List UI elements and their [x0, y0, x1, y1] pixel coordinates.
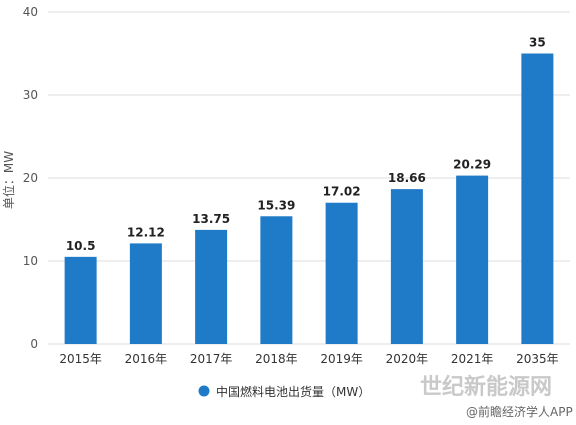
legend: 中国燃料电池出货量（MW）	[198, 384, 370, 399]
bar	[456, 175, 489, 344]
data-labels: 10.5 12.12 13.75 15.39 17.02 18.66 20.29 35	[66, 36, 546, 253]
data-label: 13.75	[192, 212, 230, 226]
data-label: 12.12	[127, 225, 165, 239]
data-label: 17.02	[323, 185, 361, 199]
x-tick-label: 2035年	[516, 352, 559, 366]
x-tick-label: 2021年	[451, 352, 494, 366]
data-label: 35	[529, 36, 546, 50]
bar	[390, 189, 423, 344]
bar	[325, 202, 358, 344]
gridlines	[48, 11, 570, 345]
bar	[64, 256, 97, 344]
x-tick-label: 2020年	[386, 352, 429, 366]
data-label: 10.5	[66, 239, 96, 253]
legend-marker	[198, 385, 210, 397]
x-tick-label: 2015年	[59, 352, 102, 366]
x-tick-label: 2019年	[320, 352, 363, 366]
x-tick-label: 2016年	[125, 352, 168, 366]
y-tick-label: 40	[23, 5, 38, 19]
bar	[260, 216, 293, 344]
data-label: 20.29	[453, 158, 491, 172]
bars	[64, 53, 554, 344]
bar	[521, 53, 554, 344]
y-tick-label: 0	[30, 337, 38, 351]
y-axis-ticks: 0 10 20 30 40	[23, 5, 38, 351]
watermark-site: 世纪新能源网	[420, 374, 552, 400]
y-tick-label: 20	[23, 171, 38, 185]
data-label: 18.66	[388, 171, 426, 185]
y-tick-label: 10	[23, 254, 38, 268]
bar	[129, 243, 162, 344]
legend-label: 中国燃料电池出货量（MW）	[216, 384, 370, 399]
watermark-app: @前瞻经济学人APP	[466, 404, 573, 419]
y-tick-label: 30	[23, 88, 38, 102]
x-tick-label: 2018年	[255, 352, 298, 366]
bar	[195, 229, 228, 344]
x-axis-ticks: 2015年 2016年 2017年 2018年 2019年 2020年 2021年 2035年	[59, 352, 558, 366]
x-tick-label: 2017年	[190, 352, 233, 366]
data-label: 15.39	[257, 198, 295, 212]
y-axis-label: 单位：MW	[1, 151, 16, 209]
